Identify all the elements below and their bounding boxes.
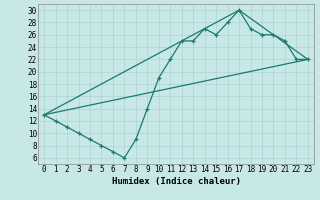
X-axis label: Humidex (Indice chaleur): Humidex (Indice chaleur) — [111, 177, 241, 186]
